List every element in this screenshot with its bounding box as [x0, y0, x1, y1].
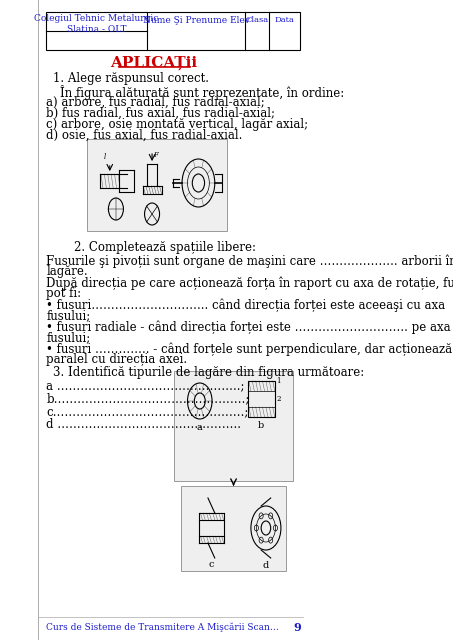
- Text: lagăre.: lagăre.: [46, 265, 88, 278]
- Text: c) arbore, osie montată vertical, lagăr axial;: c) arbore, osie montată vertical, lagăr …: [46, 118, 308, 131]
- Text: c………………………………………….;: c………………………………………….;: [46, 405, 249, 418]
- Text: După direcția pe care acționează forța în raport cu axa de rotație, fusurile: După direcția pe care acționează forța î…: [46, 276, 453, 289]
- Text: • fusuri………………………... când direcția forței este aceeaşi cu axa: • fusuri………………………... când direcția forțe…: [46, 298, 445, 312]
- Text: F: F: [154, 151, 158, 159]
- Text: fusului;: fusului;: [46, 309, 91, 322]
- Text: 9: 9: [294, 622, 301, 633]
- Text: Slatina - OLT: Slatina - OLT: [67, 25, 126, 34]
- Text: b: b: [258, 421, 264, 430]
- Text: 2: 2: [276, 395, 281, 403]
- Text: a) arbore, fus radial, fus radial-axial;: a) arbore, fus radial, fus radial-axial;: [46, 96, 265, 109]
- Text: l: l: [104, 153, 106, 161]
- Text: b………………………………………….;: b………………………………………….;: [46, 392, 250, 405]
- Text: Colegiul Tehnic Metalurgic: Colegiul Tehnic Metalurgic: [34, 14, 159, 23]
- Text: Nume Şi Prenume Elev: Nume Şi Prenume Elev: [143, 16, 250, 25]
- Text: • fusuri ………….. - când forțele sunt perpendiculare, dar acționează şi: • fusuri ………….. - când forțele sunt perp…: [46, 342, 453, 355]
- Text: fusului;: fusului;: [46, 331, 91, 344]
- FancyBboxPatch shape: [174, 371, 293, 481]
- Text: 3. Identifică tipurile de lagăre din figura următoare:: 3. Identifică tipurile de lagăre din fig…: [53, 366, 364, 379]
- Text: pot fi:: pot fi:: [46, 287, 82, 300]
- Text: • fusuri radiale - când direcția forței este ……………………….. pe axa: • fusuri radiale - când direcția forței …: [46, 320, 451, 333]
- Text: Data: Data: [275, 16, 294, 24]
- FancyBboxPatch shape: [181, 486, 286, 571]
- FancyBboxPatch shape: [87, 139, 227, 231]
- Text: APLICAȚii: APLICAȚii: [111, 56, 198, 70]
- Text: 2. Completează spațiile libere:: 2. Completează spațiile libere:: [74, 241, 255, 254]
- Text: d ………………………………………..: d ………………………………………..: [46, 418, 241, 431]
- Text: c: c: [209, 560, 214, 569]
- Text: d) osie, fus axial, fus radial-axial.: d) osie, fus axial, fus radial-axial.: [46, 129, 243, 142]
- Text: paralel cu direcția axei.: paralel cu direcția axei.: [46, 353, 188, 366]
- Text: În figura alăturată sunt reprezentate, în ordine:: În figura alăturată sunt reprezentate, î…: [60, 85, 344, 100]
- Text: a: a: [197, 423, 202, 432]
- Text: Clasa: Clasa: [246, 16, 269, 24]
- Text: 1: 1: [276, 377, 281, 385]
- Text: 1. Alege răspunsul corect.: 1. Alege răspunsul corect.: [53, 72, 209, 85]
- Text: Curs de Sisteme de Transmitere A Mişcării Scan…: Curs de Sisteme de Transmitere A Mişcări…: [46, 622, 279, 632]
- Text: Fusurile şi pivoții sunt organe de maşini care ……………….. arborii în: Fusurile şi pivoții sunt organe de maşin…: [46, 254, 453, 268]
- Text: b) fus radial, fus axial, fus radial-axial;: b) fus radial, fus axial, fus radial-axi…: [46, 107, 275, 120]
- Text: a ………………………………………..;: a ………………………………………..;: [46, 379, 245, 392]
- Text: d: d: [263, 561, 269, 570]
